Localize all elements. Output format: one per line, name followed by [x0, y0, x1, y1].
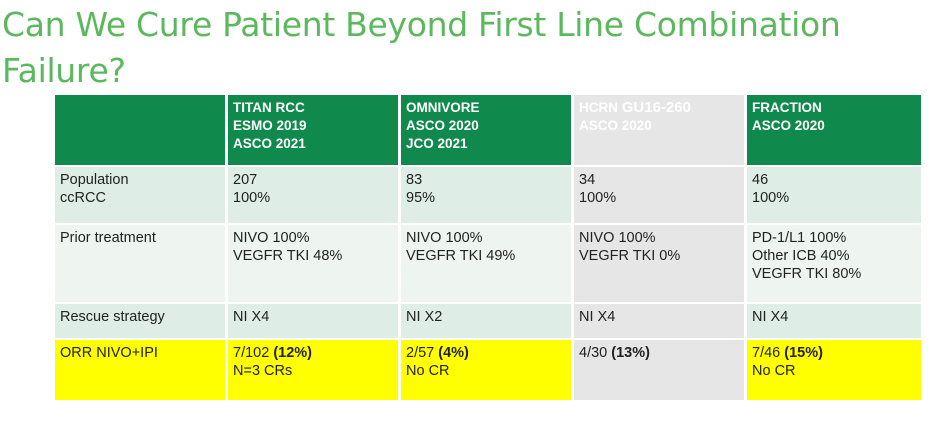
comparison-table: TITAN RCC ESMO 2019 ASCO 2021 OMNIVORE A…	[52, 93, 924, 402]
table-cell: 2/57 (4%) No CR	[401, 340, 571, 400]
row-label-prior-treatment: Prior treatment	[55, 225, 225, 302]
table-cell: NIVO 100% VEGFR TKI 48%	[228, 225, 398, 302]
table-cell: NIVO 100% VEGFR TKI 49%	[401, 225, 571, 302]
slide-title: Can We Cure Patient Beyond First Line Co…	[2, 2, 938, 94]
table-cell: NIVO 100% VEGFR TKI 0%	[574, 225, 744, 302]
row-orr: ORR NIVO+IPI 7/102 (12%) N=3 CRs 2/57 (4…	[55, 340, 921, 400]
row-label-rescue-strategy: Rescue strategy	[55, 304, 225, 338]
header-titan: TITAN RCC ESMO 2019 ASCO 2021	[228, 95, 398, 165]
table-cell: PD-1/L1 100% Other ICB 40% VEGFR TKI 80%	[747, 225, 921, 302]
table-cell: NI X2	[401, 304, 571, 338]
table-cell: 7/102 (12%) N=3 CRs	[228, 340, 398, 400]
table-cell: 4/30 (13%)	[574, 340, 744, 400]
table-cell: NI X4	[228, 304, 398, 338]
table-cell: 34 100%	[574, 167, 744, 223]
header-row: TITAN RCC ESMO 2019 ASCO 2021 OMNIVORE A…	[55, 95, 921, 165]
table-cell: 7/46 (15%) No CR	[747, 340, 921, 400]
table-cell: NI X4	[574, 304, 744, 338]
row-label-population: Population ccRCC	[55, 167, 225, 223]
table-cell: 83 95%	[401, 167, 571, 223]
table-cell: NI X4	[747, 304, 921, 338]
header-fraction: FRACTION ASCO 2020	[747, 95, 921, 165]
header-omnivore: OMNIVORE ASCO 2020 JCO 2021	[401, 95, 571, 165]
table-cell: 207 100%	[228, 167, 398, 223]
row-prior-treatment: Prior treatment NIVO 100% VEGFR TKI 48% …	[55, 225, 921, 302]
row-label-orr: ORR NIVO+IPI	[55, 340, 225, 400]
header-corner	[55, 95, 225, 165]
table-cell: 46 100%	[747, 167, 921, 223]
row-population: Population ccRCC 207 100% 83 95% 34 100%…	[55, 167, 921, 223]
row-rescue-strategy: Rescue strategy NI X4 NI X2 NI X4 NI X4	[55, 304, 921, 338]
header-hcrn: HCRN GU16-260 ASCO 2020	[574, 95, 744, 165]
